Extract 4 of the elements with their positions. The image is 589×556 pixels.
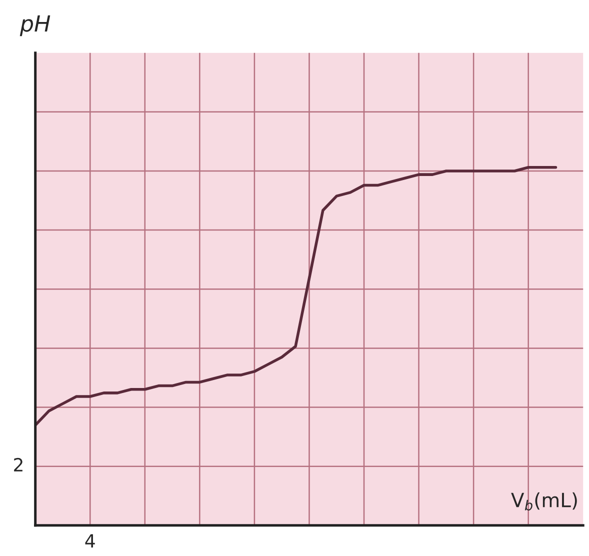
text: 2 (14, 458, 22, 472)
text: pH (20, 15, 50, 36)
x-axis-title: V$_{b}$(mL) (511, 492, 577, 510)
text: 4 (85, 534, 95, 548)
